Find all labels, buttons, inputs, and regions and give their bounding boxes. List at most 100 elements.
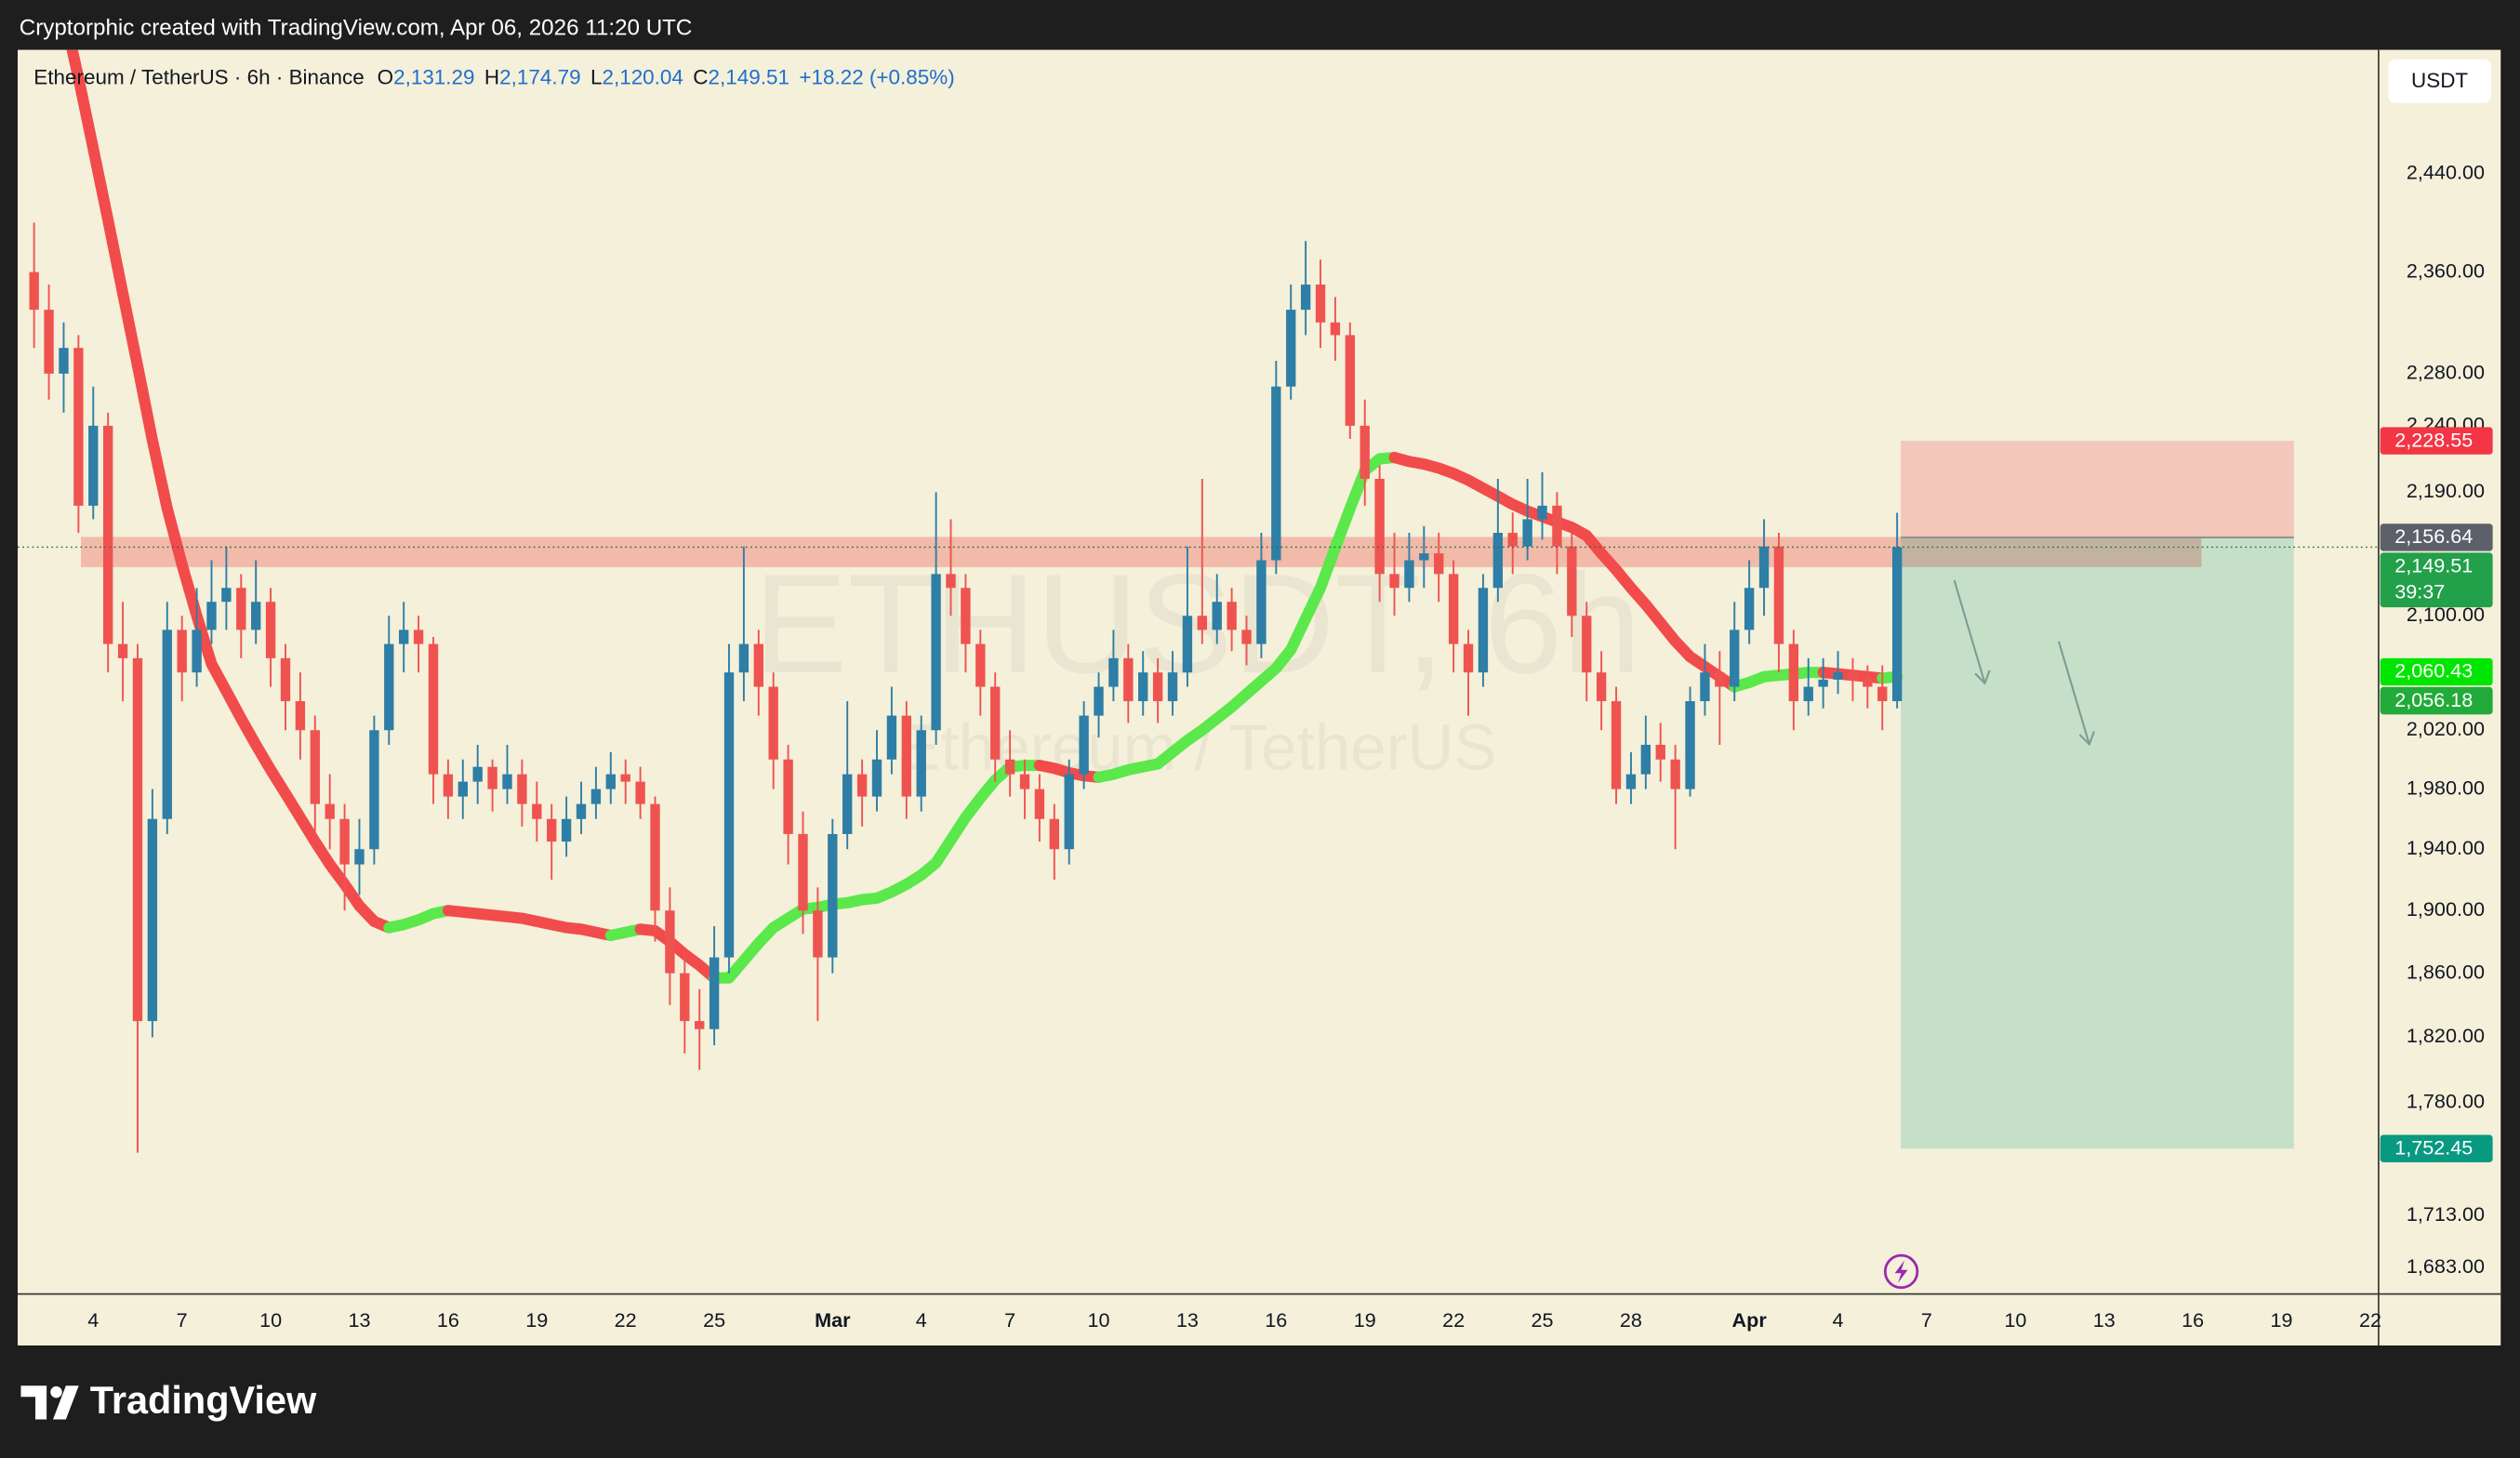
candle-body [635,781,645,804]
candle-body [487,766,497,789]
brand: TradingView [90,1378,317,1422]
candle-body [1271,386,1281,561]
candle-body [946,574,956,589]
candle-body [1833,672,1843,680]
ohlc-key: C [693,66,708,89]
candle-body [1848,672,1858,680]
candle-body [1492,533,1504,589]
candle-body [547,818,557,842]
change: +18.22 (+0.85%) [799,66,954,89]
arrow-head [1974,669,1991,685]
candle-body [768,686,778,760]
candle-body [192,630,202,673]
moving-average [1388,451,1741,693]
candle-body [1700,672,1710,702]
watermark-symbol: ETHUSDT, 6h [753,545,1641,703]
x-tick-label: 13 [348,1308,370,1332]
candle-body [1286,310,1296,387]
candle-body [1019,774,1030,789]
candle-body [384,643,394,731]
candle-body [605,774,616,789]
currency-box[interactable] [2388,59,2491,103]
candle-body [842,774,853,834]
x-tick-label: 22 [2359,1308,2381,1332]
candle-body [1788,643,1799,702]
x-tick-label: 4 [87,1308,99,1332]
candle-body [1863,679,1873,687]
candle-body [1064,774,1074,850]
currency[interactable]: USDT [2411,69,2468,92]
ohlc-value: 2,174.79 [499,66,580,89]
currency-button[interactable]: USDT [2388,59,2491,103]
ohlc-key: O [378,66,393,89]
x-tick-label: 7 [177,1308,188,1332]
candle-body [517,774,527,804]
candle-body [88,425,99,506]
candle-body [813,910,823,958]
price-label-box [2380,657,2493,686]
candle-body [1345,335,1356,426]
candle-body [1167,672,1178,702]
moving-average [383,905,454,934]
candle-body [990,686,1001,760]
candle-body [310,730,320,804]
price-label: 2,228.55 [2394,428,2473,451]
candle-body [665,910,675,974]
x-tick-label: 19 [2271,1308,2293,1332]
ohlc-value: 2,120.04 [602,66,683,89]
y-tick-label: 1,860.00 [2407,960,2485,983]
candle-body [221,588,232,603]
y-tick-label: 2,360.00 [2407,258,2485,282]
candle-body [798,833,808,911]
candle-body [44,310,54,374]
price-label-box [2380,1134,2493,1162]
candle-body [428,643,439,775]
candle-body [1685,701,1695,789]
candle-body [1803,686,1813,702]
x-tick-label: 19 [1354,1308,1376,1332]
candle-body [29,272,39,311]
candle-body [1004,759,1015,775]
countdown: 39:37 [2394,579,2445,603]
candle-body [132,657,143,1022]
candle-body [1404,560,1414,589]
candle-body [1730,630,1740,687]
x-tick-label: 25 [703,1308,725,1332]
candle-body [1197,616,1208,630]
candle-body [59,348,69,374]
candle-body [1300,285,1311,311]
x-tick-label: 4 [916,1308,927,1332]
candle-body [753,643,763,687]
candle-body [1034,789,1045,819]
y-tick-label: 2,280.00 [2407,361,2485,384]
event-icon[interactable] [1883,1253,1919,1290]
candle-body [1758,546,1770,589]
y-tick-label: 2,190.00 [2407,479,2485,502]
candle-body [738,643,749,673]
candle-body [399,630,409,644]
x-tick-label: 4 [1833,1308,1844,1332]
y-tick-label: 1,683.00 [2407,1254,2485,1278]
ohlc-key: L [590,66,602,89]
arrows [1953,579,2095,747]
candle-body [561,818,572,842]
candle-body [886,715,897,760]
candle-body [1256,560,1267,644]
symbol: Ethereum / TetherUS · 6h · Binance [33,66,364,89]
candle-body [620,774,630,782]
candle-body [931,574,941,731]
candle-body [458,781,468,797]
candle-body [1655,744,1665,760]
ohlc-value: 2,131.29 [393,66,474,89]
candle-body [650,803,660,911]
candle-body [975,643,986,687]
candle-body [783,759,793,834]
candle-body [251,602,261,630]
candle-body [1744,588,1755,630]
position-profit [1901,537,2294,1149]
candle-body [856,774,868,797]
candle-body [1182,616,1193,673]
candle-body [73,348,84,506]
candle-body [1152,672,1163,702]
